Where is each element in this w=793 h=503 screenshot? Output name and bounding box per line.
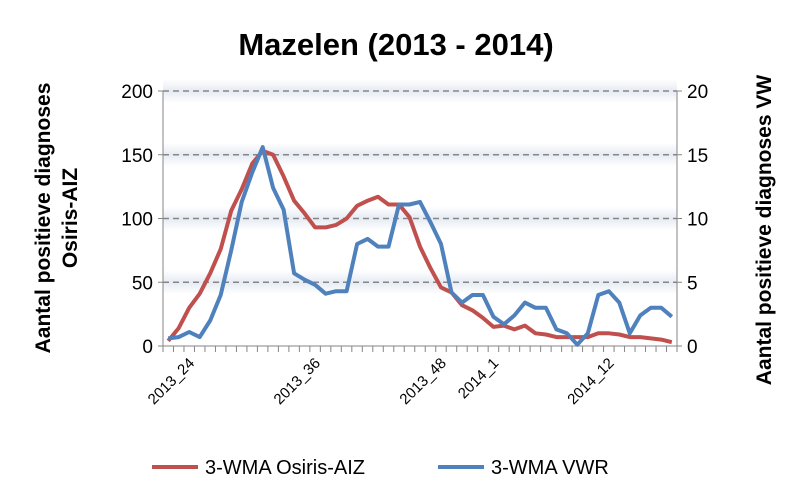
y-tick-label: 100: [121, 210, 153, 231]
legend-label-vwr: 3-WMA VWR: [491, 457, 609, 479]
chart-title: Mazelen (2013 - 2014): [238, 27, 553, 62]
legend-label-osiris: 3-WMA Osiris-AIZ: [205, 457, 365, 479]
y2-axis-label: Aantal positieve diagnoses VW: [753, 75, 776, 386]
grid-band: [163, 79, 677, 103]
y-tick-label: 150: [121, 146, 153, 167]
x-tick-label: 2013_36: [271, 355, 324, 408]
x-tick-label: 2013_48: [396, 355, 449, 408]
grid-band: [163, 142, 677, 167]
y-tick-label: 50: [132, 273, 153, 294]
y2-tick-label: 10: [687, 210, 708, 231]
x-tick-label: 2014_1: [455, 355, 502, 402]
y2-tick-label: 5: [687, 273, 698, 294]
y-axis-label-line2: Osiris-AIZ: [59, 168, 82, 269]
x-tick-label: 2013_24: [145, 355, 198, 408]
axes: [158, 90, 682, 352]
gridlines: [163, 79, 677, 295]
y2-tick-label: 20: [687, 82, 708, 103]
y2-tick-label: 0: [687, 337, 698, 358]
y-tick-label: 200: [121, 82, 153, 103]
tick-labels: 0 50 100 150 200 0 5 10 15 20 2013_24 2013_36 2013_4…: [121, 82, 708, 408]
legend: 3-WMA Osiris-AIZ 3-WMA VWR: [152, 457, 609, 479]
x-tick-label: 2014_12: [564, 355, 617, 408]
y-tick-label: 0: [142, 337, 153, 358]
y-axis-label-line1: Aantal positieve diagnoses: [32, 83, 55, 354]
grid-band: [163, 270, 677, 295]
series-lines: [166, 145, 674, 347]
y2-tick-label: 15: [687, 146, 708, 167]
